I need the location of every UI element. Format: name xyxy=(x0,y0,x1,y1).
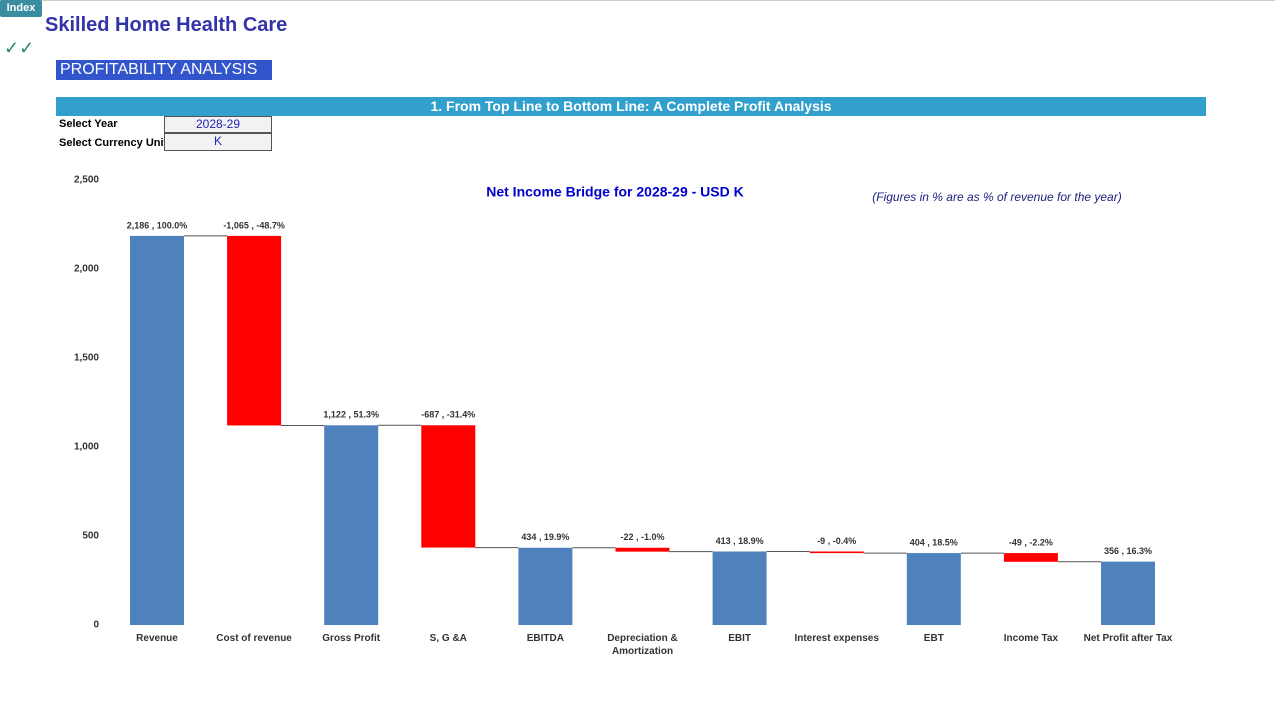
x-tick-label: Interest expenses xyxy=(794,633,879,644)
data-label: 434 , 19.9% xyxy=(521,532,569,542)
y-tick-label: 0 xyxy=(93,620,99,631)
data-label: 404 , 18.5% xyxy=(910,537,958,547)
data-label: -49 , -2.2% xyxy=(1009,537,1053,547)
bar xyxy=(421,425,476,548)
page-title: Skilled Home Health Care xyxy=(45,14,288,36)
data-label: -1,065 , -48.7% xyxy=(223,220,285,230)
currency-select[interactable]: K xyxy=(164,133,272,151)
data-label: 1,122 , 51.3% xyxy=(323,410,379,420)
x-tick-label: Revenue xyxy=(136,633,178,644)
check-icon: ✓✓ xyxy=(4,38,35,58)
chart-title: Net Income Bridge for 2028-29 - USD K xyxy=(486,184,744,200)
bar xyxy=(906,553,961,625)
data-label: -687 , -31.4% xyxy=(421,410,475,420)
data-label: 356 , 16.3% xyxy=(1104,546,1152,556)
banner: 1. From Top Line to Bottom Line: A Compl… xyxy=(56,97,1206,116)
year-select[interactable]: 2028-29 xyxy=(164,116,272,133)
section-header: PROFITABILITY ANALYSIS xyxy=(56,60,272,80)
chart-note: (Figures in % are as % of revenue for th… xyxy=(872,190,1121,204)
x-tick-label: EBITDA xyxy=(526,633,564,644)
bar xyxy=(1101,561,1155,625)
bar xyxy=(615,547,670,552)
top-border xyxy=(0,0,1275,1)
bar xyxy=(712,551,767,625)
bar xyxy=(809,551,864,554)
x-tick-label: S, G &A xyxy=(429,633,467,644)
x-tick-label: EBIT xyxy=(728,633,751,644)
data-label: 413 , 18.9% xyxy=(716,536,764,546)
x-tick-label: Gross Profit xyxy=(322,633,381,644)
data-label: -9 , -0.4% xyxy=(817,536,856,546)
bar xyxy=(130,235,184,625)
bar xyxy=(227,235,282,426)
y-tick-label: 1,500 xyxy=(74,353,99,364)
bar xyxy=(1003,553,1058,562)
bar xyxy=(324,425,379,625)
x-tick-label: Depreciation & Amortization xyxy=(607,633,678,657)
y-tick-label: 2,000 xyxy=(74,264,99,275)
data-label: -22 , -1.0% xyxy=(620,532,664,542)
control-label: Select Year xyxy=(59,118,118,130)
data-label: 2,186 , 100.0% xyxy=(127,220,188,230)
x-tick-label: EBT xyxy=(923,633,944,644)
control-label: Select Currency Unit xyxy=(59,137,164,149)
index-button[interactable]: Index xyxy=(0,0,42,17)
x-tick-label: Net Profit after Tax xyxy=(1083,633,1173,644)
bar xyxy=(518,547,573,625)
x-tick-label: Cost of revenue xyxy=(216,633,292,644)
y-tick-label: 1,000 xyxy=(74,442,99,453)
x-tick-label: Income Tax xyxy=(1003,633,1059,644)
y-tick-label: 500 xyxy=(82,531,99,542)
y-tick-label: 2,500 xyxy=(74,175,99,186)
